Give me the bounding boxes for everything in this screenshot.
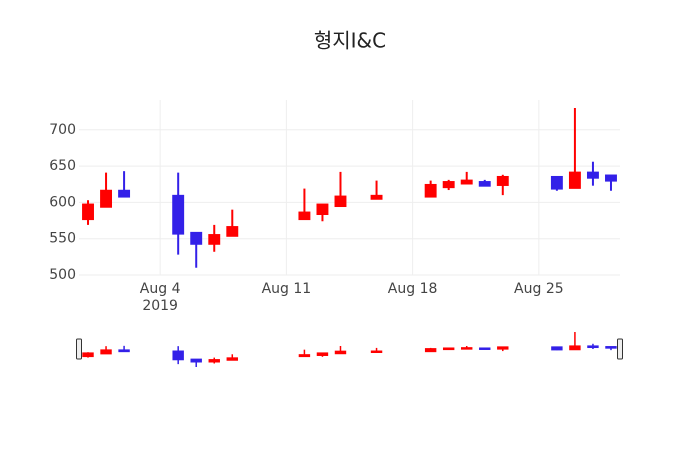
candle-body [568, 171, 581, 189]
candle-body [172, 194, 185, 235]
candle-body [226, 226, 239, 237]
candle-body [497, 346, 509, 350]
range-slider [79, 340, 620, 360]
candle-body [82, 352, 94, 358]
candle-body [190, 231, 203, 245]
candle-body [370, 350, 383, 353]
candle-body [424, 183, 437, 198]
candle-body [316, 203, 329, 216]
candle-body [334, 195, 347, 208]
candle-body [316, 352, 329, 356]
candle-body [460, 179, 473, 185]
candle-body [587, 345, 599, 349]
candle-body [118, 189, 131, 198]
x-tick-label: Aug 11 [262, 281, 312, 297]
candle-body [208, 234, 221, 245]
y-tick-label: 500 [49, 267, 76, 283]
candle-body [461, 347, 473, 350]
range-slider-handle [617, 338, 623, 360]
chart-title: 형지I&C [314, 29, 386, 53]
candle-body [334, 350, 347, 355]
candle-body [208, 359, 220, 363]
candle-body [478, 181, 491, 187]
candle-body [496, 175, 509, 186]
candle-body [550, 175, 563, 190]
candle-body [424, 348, 437, 353]
candle-body [100, 189, 113, 208]
x-tick-label: 2019 [142, 298, 178, 314]
candle-body [190, 358, 202, 363]
candle-body [605, 174, 617, 182]
candle-body [298, 354, 311, 358]
candle-body [442, 181, 455, 189]
y-tick-label: 600 [49, 194, 76, 210]
y-tick-label: 700 [49, 122, 76, 138]
candle-body [118, 349, 130, 353]
candle-body [551, 346, 563, 351]
candle-body [586, 171, 599, 179]
candle-body [172, 350, 184, 361]
candle-body [569, 345, 581, 351]
candle-body [605, 346, 617, 349]
candle-body [226, 357, 238, 361]
candle-body [370, 194, 383, 200]
y-tick-label: 550 [49, 231, 76, 247]
x-tick-label: Aug 18 [388, 281, 438, 297]
candle-body [442, 347, 455, 351]
candle-body [298, 211, 311, 221]
range-slider-handle [76, 338, 82, 360]
x-tick-label: Aug 25 [514, 281, 564, 297]
candle-body [100, 349, 112, 355]
y-tick-label: 650 [49, 158, 76, 174]
candle-body [82, 203, 94, 221]
candle-body [479, 347, 491, 350]
x-tick-label: Aug 4 [140, 281, 181, 297]
